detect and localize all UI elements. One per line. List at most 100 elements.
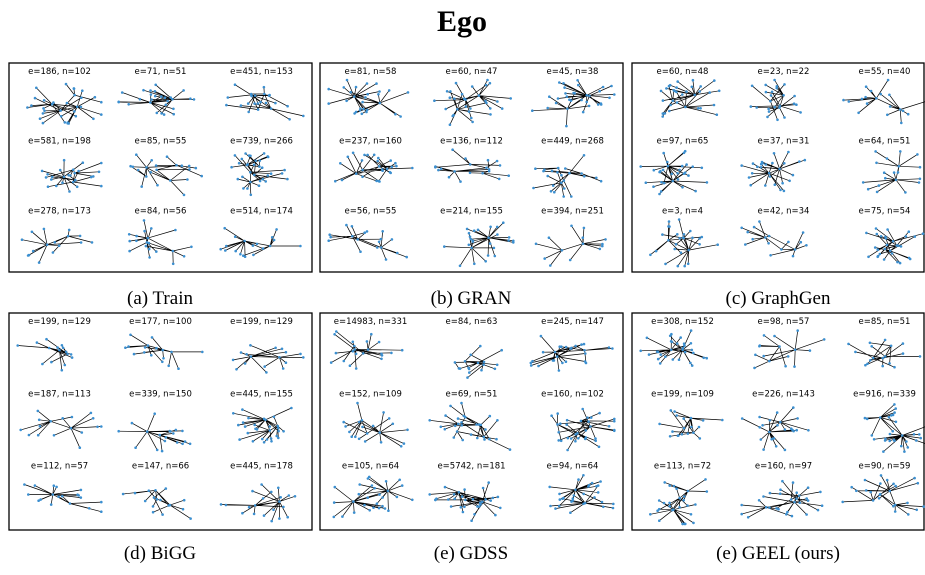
graph-node [381,230,385,233]
graph-node [333,485,337,489]
graph-node [564,167,567,170]
graph-node [888,432,892,436]
graph-node [260,483,263,486]
graph-node [666,160,669,164]
graph-node [746,230,749,234]
graph-node [135,153,138,156]
graph-node [226,96,230,99]
graph-node [270,440,273,443]
graph-node [353,112,356,115]
graph-node [779,188,782,192]
graph-node [903,450,906,453]
graph-node [181,442,184,446]
graph-node [755,106,758,109]
graph-node [785,513,788,516]
graph-node [155,168,158,172]
graph-node [660,181,663,184]
graph-node [270,490,273,494]
graph-node [483,438,486,441]
graph-node [894,420,898,424]
graph-edges [454,345,502,378]
graph-node [286,177,289,181]
graph-node [171,98,174,101]
graph-node [663,481,666,484]
graph-node [568,171,571,175]
graph-node [669,103,672,107]
graph-node [612,502,615,506]
graph-node [864,85,868,88]
graph-edges [333,476,413,518]
graph-node [758,344,762,347]
graph-node [885,478,889,482]
graph-node [239,104,243,107]
graph-node [428,419,432,422]
graph-node [904,191,907,194]
graph-node [23,483,26,486]
graph-node [37,261,41,264]
graph-node [379,441,383,444]
graph-node [656,357,660,361]
graph-node [873,246,877,249]
graph-node [261,437,264,441]
graph-node [100,113,103,116]
graph-node [508,448,512,451]
graph-node [276,426,280,430]
graph-node [678,506,681,509]
graph-node [759,162,763,166]
graph-node [912,433,916,436]
graph-node [580,343,583,346]
graph-label: e=90, n=59 [859,462,911,472]
graph-node [601,85,605,89]
graph-node [385,167,389,171]
panel-border [631,62,925,273]
graph-node [602,505,605,509]
graph-node [587,104,591,108]
graph-node [471,120,474,124]
panel-border [631,312,925,531]
graph-node [468,371,471,374]
graph-sketch [534,224,607,267]
graph-node [884,437,887,441]
graph-node [97,170,101,174]
graph-node [129,164,132,168]
graph-node [456,108,459,111]
graph-node [879,474,883,477]
graph-node [547,236,551,239]
graph-node [596,491,600,494]
graph-node [692,521,695,525]
graph-node [260,166,264,169]
graph-node [69,353,73,356]
graph-node [128,249,131,253]
graph-label: e=581, n=198 [28,137,91,147]
graph-node [915,439,918,442]
graph-node [563,187,566,190]
graph-node [900,444,903,448]
graph-node [282,505,285,509]
graph-node [100,161,103,165]
graph-label: e=451, n=153 [230,67,293,77]
graph-sketch [342,401,409,448]
graph-node [560,249,564,252]
graph-node [264,180,268,183]
graph-node [175,441,179,444]
graph-node [459,506,463,509]
graph-label: e=60, n=47 [446,67,498,77]
graph-sketch [847,338,922,369]
graph-node [712,103,716,107]
graph-node [376,159,380,163]
graph-node [251,489,254,493]
graph-node [687,174,690,177]
graph-node [531,359,534,363]
graph-node [571,499,574,502]
graph-node [894,407,897,410]
graph-node [690,425,693,429]
graph-node [361,168,364,172]
graph-node [443,427,447,431]
graph-node [893,365,896,369]
graph-node [543,257,546,260]
graph-node [383,507,387,510]
graph-node [466,376,469,379]
graph-node [700,235,704,239]
graph-node [613,419,616,423]
